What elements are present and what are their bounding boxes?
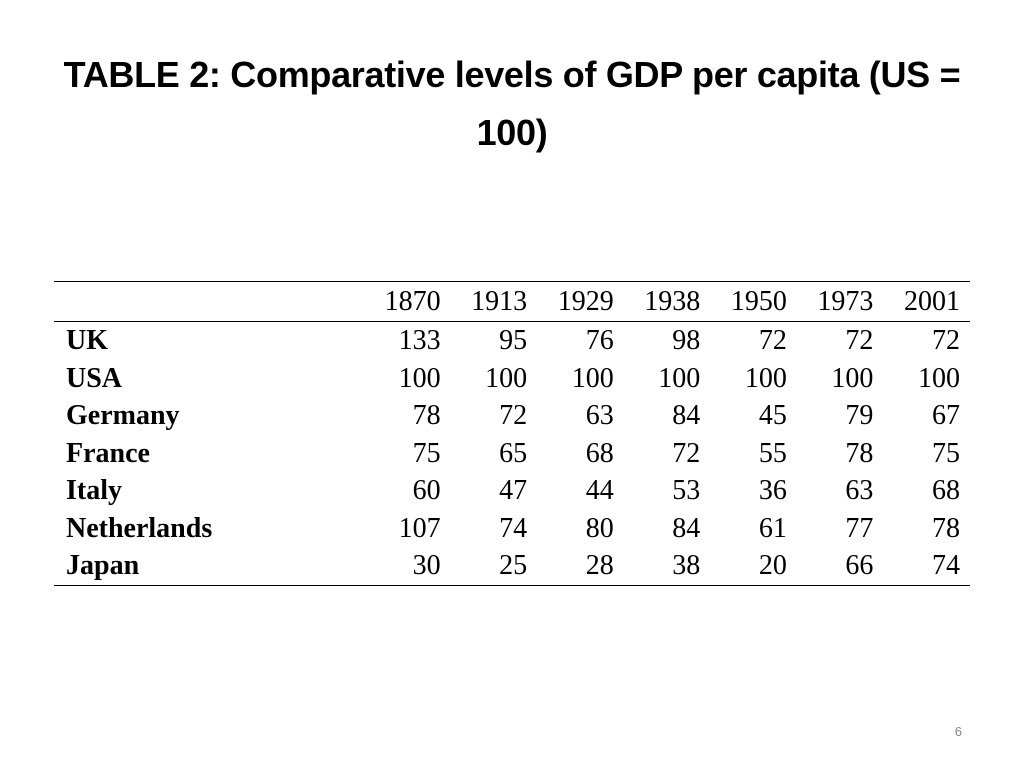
- gdp-value: 76: [585, 325, 614, 356]
- gdp-value: 74: [499, 512, 528, 544]
- gdp-value: 78: [932, 512, 960, 544]
- header-year: 1950: [710, 281, 797, 322]
- country-name: UK: [66, 325, 108, 356]
- gdp-value: 45: [758, 400, 787, 431]
- gdp-value: 80: [585, 512, 614, 544]
- gdp-table-container: 1870 1913 1929 1938 1950 1973 2001 UK 13…: [54, 281, 970, 586]
- header-year: 1929: [537, 281, 624, 322]
- gdp-value: 65: [499, 437, 528, 469]
- country-name: Germany: [66, 400, 180, 431]
- gdp-value: 100: [485, 362, 528, 394]
- gdp-value: 25: [499, 550, 528, 581]
- header-year: 1913: [450, 281, 538, 322]
- gdp-value: 79: [845, 400, 874, 431]
- table-header-row: 1870 1913 1929 1938 1950 1973 2001: [54, 281, 970, 322]
- country-name: USA: [66, 362, 123, 394]
- gdp-value: 84: [672, 400, 701, 431]
- gdp-value: 100: [658, 362, 701, 394]
- gdp-value: 77: [845, 512, 874, 544]
- gdp-value: 47: [499, 475, 528, 506]
- gdp-value: 55: [758, 437, 787, 469]
- table-row: UK 133 95 76 98 72 72 72: [54, 322, 970, 360]
- gdp-value: 66: [845, 550, 874, 581]
- gdp-value: 28: [585, 550, 614, 581]
- gdp-value: 74: [932, 550, 960, 581]
- table-row: USA 100 100 100 100 100 100 100: [54, 360, 970, 398]
- gdp-value: 44: [585, 475, 614, 506]
- gdp-value: 133: [398, 325, 441, 356]
- gdp-value: 53: [672, 475, 701, 506]
- gdp-value: 100: [744, 362, 787, 394]
- gdp-value: 72: [845, 325, 874, 356]
- gdp-value: 78: [845, 437, 874, 469]
- country-name: Netherlands: [66, 512, 213, 544]
- gdp-value: 36: [758, 475, 787, 506]
- gdp-value: 72: [758, 325, 787, 356]
- gdp-value: 72: [499, 400, 528, 431]
- gdp-value: 63: [585, 400, 614, 431]
- gdp-value: 107: [398, 512, 441, 544]
- table-row: Germany 78 72 63 84 45 79 67: [54, 397, 970, 435]
- country-name: France: [66, 437, 150, 469]
- gdp-value: 20: [758, 550, 787, 581]
- country-name: Italy: [66, 475, 122, 506]
- header-year: 1870: [364, 281, 451, 322]
- gdp-value: 100: [831, 362, 874, 394]
- gdp-value: 72: [932, 325, 960, 356]
- gdp-value: 98: [672, 325, 701, 356]
- gdp-value: 30: [412, 550, 441, 581]
- header-country-cell: [54, 281, 364, 322]
- gdp-value: 60: [412, 475, 441, 506]
- gdp-value: 68: [585, 437, 614, 469]
- gdp-per-capita-table: 1870 1913 1929 1938 1950 1973 2001 UK 13…: [54, 281, 970, 586]
- table-row: Japan 30 25 28 38 20 66 74: [54, 547, 970, 585]
- gdp-value: 100: [571, 362, 614, 394]
- header-year: 2001: [883, 281, 970, 322]
- gdp-value: 95: [499, 325, 528, 356]
- gdp-value: 84: [672, 512, 701, 544]
- gdp-value: 100: [918, 362, 960, 394]
- gdp-value: 63: [845, 475, 874, 506]
- gdp-value: 100: [398, 362, 441, 394]
- gdp-value: 78: [412, 400, 441, 431]
- header-year: 1938: [623, 281, 711, 322]
- gdp-value: 38: [672, 550, 701, 581]
- slide-title: TABLE 2: Comparative levels of GDP per c…: [63, 54, 961, 153]
- gdp-value: 75: [932, 437, 960, 469]
- gdp-value: 68: [932, 475, 960, 506]
- page-number: 6: [954, 724, 962, 739]
- table-row: France 75 65 68 72 55 78 75: [54, 435, 970, 473]
- gdp-value: 67: [932, 400, 960, 431]
- gdp-value: 61: [758, 512, 787, 544]
- gdp-value: 75: [412, 437, 441, 469]
- header-year: 1973: [796, 281, 884, 322]
- table-row: Italy 60 47 44 53 36 63 68: [54, 472, 970, 510]
- table-row: Netherlands 107 74 80 84 61 77 78: [54, 510, 970, 548]
- country-name: Japan: [66, 550, 140, 581]
- gdp-value: 72: [672, 437, 701, 469]
